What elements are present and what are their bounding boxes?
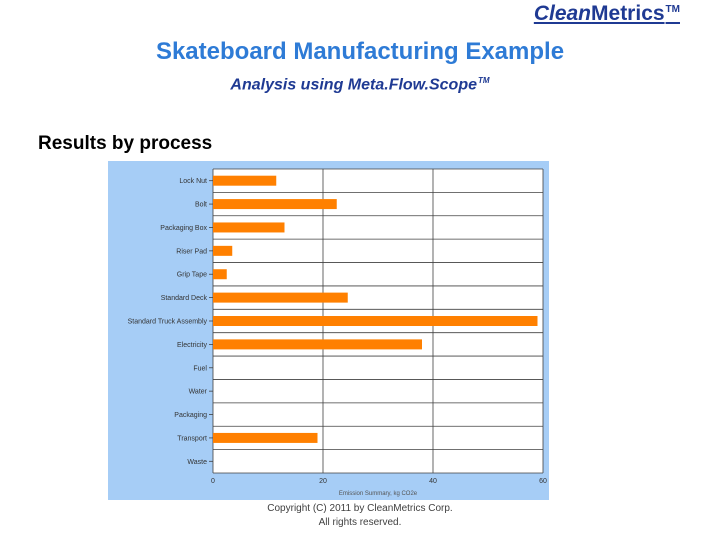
category-label: Electricity	[177, 342, 207, 349]
page-subtitle: Analysis using Meta.Flow.ScopeTM	[0, 76, 720, 94]
bar	[213, 222, 285, 233]
x-tick-label: 40	[429, 478, 437, 485]
subtitle-text: Analysis using Meta.Flow.Scope	[230, 76, 477, 94]
category-label: Fuel	[193, 365, 207, 372]
grid-lines	[212, 168, 544, 474]
bar	[213, 245, 233, 256]
section-heading: Results by process	[38, 133, 213, 154]
category-labels: Lock Nut Bolt Packaging Box Riser Pad Grip T…	[128, 178, 213, 466]
brand-metrics-text: Metrics	[591, 2, 665, 25]
category-label: Bolt	[195, 202, 207, 209]
x-tick-labels: 0 20 40 60	[211, 478, 547, 485]
category-label: Water	[189, 389, 208, 396]
subtitle-trademark: TM	[478, 76, 490, 85]
copyright-line-1: Copyright (C) 2011 by CleanMetrics Corp.	[267, 503, 453, 514]
x-tick-label: 60	[539, 478, 547, 485]
bar	[213, 175, 277, 186]
page-title: Skateboard Manufacturing Example	[155, 38, 565, 65]
bar	[213, 269, 227, 280]
category-label: Standard Truck Assembly	[128, 319, 208, 326]
bar	[213, 316, 538, 326]
category-label: Grip Tape	[177, 272, 207, 279]
x-tick-label: 20	[319, 478, 327, 485]
category-label: Waste	[187, 459, 207, 466]
category-label: Standard Deck	[161, 295, 208, 302]
category-label: Packaging Box	[160, 225, 207, 232]
bar	[213, 292, 348, 303]
bar	[213, 339, 422, 350]
copyright-notice: Copyright (C) 2011 by CleanMetrics Corp.…	[0, 502, 720, 530]
category-label: Packaging	[174, 412, 207, 419]
brand-trademark: TM	[665, 4, 680, 15]
brand-logo: CleanMetricsTM	[534, 2, 680, 26]
x-axis-title: Emission Summary, kg CO2e	[339, 491, 418, 497]
results-chart: Lock Nut Bolt Packaging Box Riser Pad Grip T…	[108, 161, 549, 500]
bar	[213, 199, 337, 210]
category-label: Riser Pad	[176, 248, 207, 255]
bar	[213, 432, 318, 443]
bar-series	[213, 175, 538, 443]
copyright-line-2: All rights reserved.	[318, 517, 402, 528]
chart-svg: Lock Nut Bolt Packaging Box Riser Pad Grip T…	[108, 161, 549, 500]
category-label: Lock Nut	[179, 178, 207, 185]
brand-clean-text: Clean	[533, 2, 592, 25]
category-label: Transport	[177, 435, 207, 442]
x-tick-label: 0	[211, 478, 215, 485]
